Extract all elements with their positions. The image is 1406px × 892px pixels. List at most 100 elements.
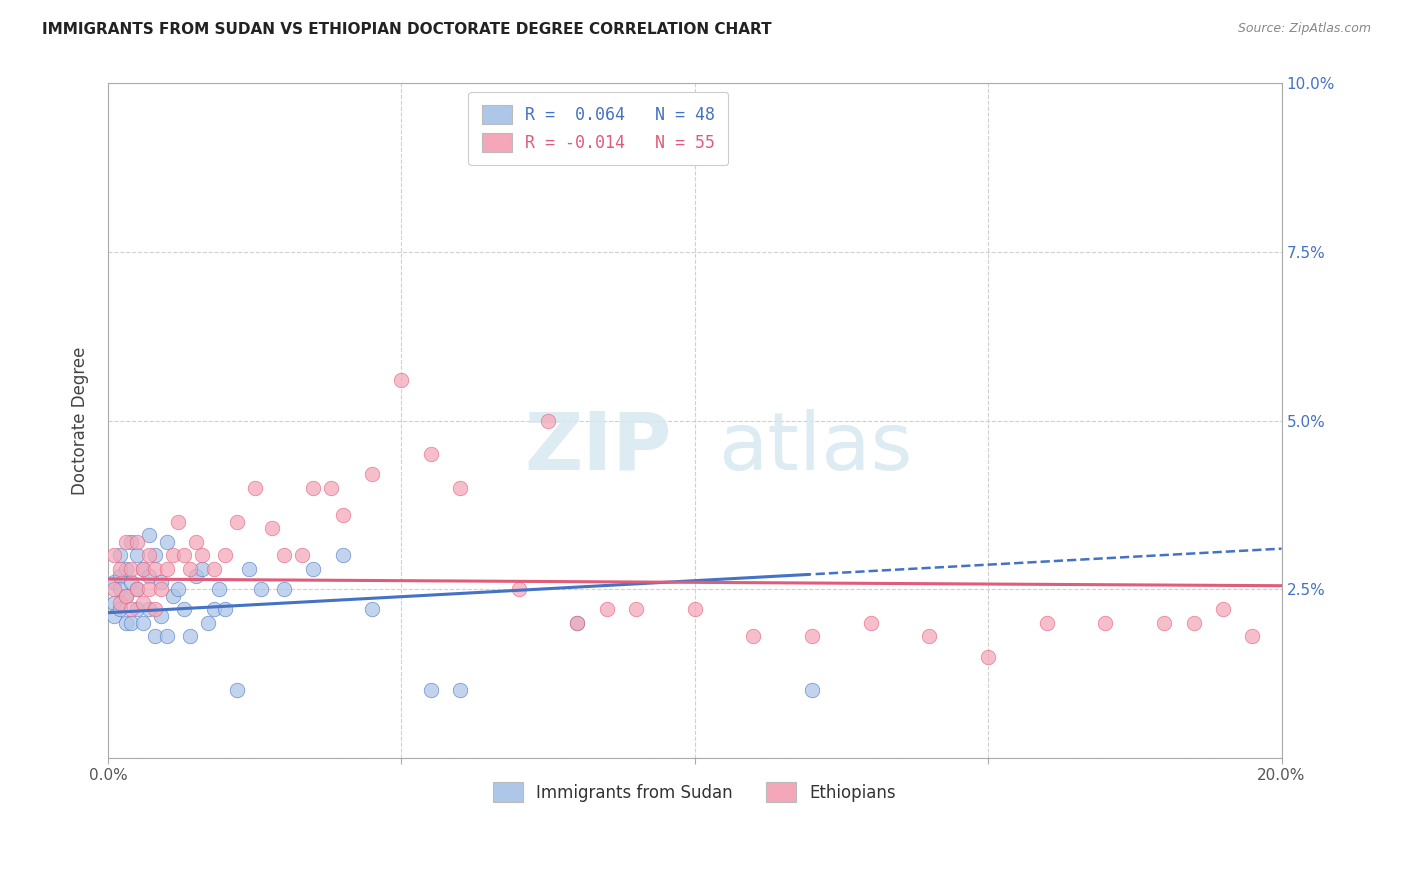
Point	[1094, 615, 1116, 630]
Point	[977, 649, 1000, 664]
Point	[127, 582, 149, 596]
Point	[120, 575, 142, 590]
Point	[156, 535, 179, 549]
Point	[302, 562, 325, 576]
Point	[138, 549, 160, 563]
Point	[197, 615, 219, 630]
Point	[208, 582, 231, 596]
Point	[120, 562, 142, 576]
Point	[114, 589, 136, 603]
Text: ZIP: ZIP	[524, 409, 671, 486]
Text: IMMIGRANTS FROM SUDAN VS ETHIOPIAN DOCTORATE DEGREE CORRELATION CHART: IMMIGRANTS FROM SUDAN VS ETHIOPIAN DOCTO…	[42, 22, 772, 37]
Point	[132, 562, 155, 576]
Point	[120, 602, 142, 616]
Point	[243, 481, 266, 495]
Point	[114, 562, 136, 576]
Point	[214, 602, 236, 616]
Point	[449, 683, 471, 698]
Point	[143, 602, 166, 616]
Legend: Immigrants from Sudan, Ethiopians: Immigrants from Sudan, Ethiopians	[481, 771, 908, 814]
Point	[179, 629, 201, 643]
Point	[132, 596, 155, 610]
Point	[567, 615, 589, 630]
Point	[138, 528, 160, 542]
Point	[291, 549, 314, 563]
Point	[143, 549, 166, 563]
Point	[214, 549, 236, 563]
Point	[918, 629, 941, 643]
Point	[173, 549, 195, 563]
Point	[114, 589, 136, 603]
Point	[801, 683, 824, 698]
Point	[173, 602, 195, 616]
Point	[302, 481, 325, 495]
Y-axis label: Doctorate Degree: Doctorate Degree	[72, 346, 89, 495]
Point	[1036, 615, 1059, 630]
Point	[1153, 615, 1175, 630]
Point	[108, 596, 131, 610]
Point	[138, 568, 160, 582]
Point	[103, 582, 125, 596]
Point	[108, 549, 131, 563]
Point	[859, 615, 882, 630]
Point	[138, 602, 160, 616]
Point	[127, 582, 149, 596]
Point	[114, 615, 136, 630]
Point	[624, 602, 647, 616]
Point	[103, 609, 125, 624]
Point	[332, 549, 354, 563]
Point	[683, 602, 706, 616]
Point	[108, 562, 131, 576]
Point	[419, 447, 441, 461]
Point	[537, 413, 560, 427]
Point	[108, 582, 131, 596]
Point	[167, 582, 190, 596]
Point	[162, 549, 184, 563]
Point	[127, 602, 149, 616]
Point	[138, 582, 160, 596]
Point	[319, 481, 342, 495]
Point	[273, 549, 295, 563]
Point	[120, 535, 142, 549]
Point	[103, 596, 125, 610]
Point	[273, 582, 295, 596]
Point	[742, 629, 765, 643]
Point	[184, 568, 207, 582]
Point	[361, 467, 384, 482]
Point	[596, 602, 619, 616]
Point	[108, 568, 131, 582]
Point	[262, 521, 284, 535]
Point	[191, 562, 214, 576]
Point	[156, 562, 179, 576]
Point	[156, 629, 179, 643]
Point	[202, 602, 225, 616]
Point	[103, 549, 125, 563]
Point	[419, 683, 441, 698]
Point	[114, 535, 136, 549]
Point	[238, 562, 260, 576]
Point	[332, 508, 354, 522]
Point	[249, 582, 271, 596]
Point	[191, 549, 214, 563]
Point	[149, 582, 172, 596]
Point	[184, 535, 207, 549]
Point	[1241, 629, 1264, 643]
Point	[226, 515, 249, 529]
Point	[202, 562, 225, 576]
Point	[1212, 602, 1234, 616]
Point	[179, 562, 201, 576]
Point	[149, 609, 172, 624]
Point	[508, 582, 530, 596]
Point	[143, 629, 166, 643]
Point	[389, 373, 412, 387]
Point	[567, 615, 589, 630]
Point	[167, 515, 190, 529]
Point	[120, 615, 142, 630]
Point	[1182, 615, 1205, 630]
Point	[132, 615, 155, 630]
Point	[108, 602, 131, 616]
Point	[127, 535, 149, 549]
Point	[449, 481, 471, 495]
Point	[127, 549, 149, 563]
Point	[162, 589, 184, 603]
